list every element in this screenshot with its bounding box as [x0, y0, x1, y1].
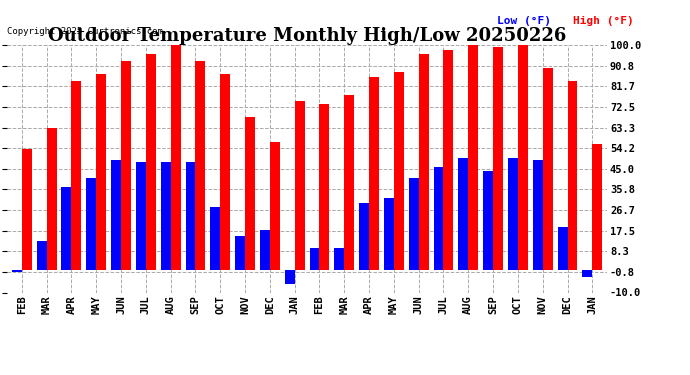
Bar — [37, 241, 47, 270]
Bar — [419, 54, 428, 270]
Bar — [47, 128, 57, 270]
Bar — [71, 81, 81, 270]
Text: High (°F): High (°F) — [573, 16, 633, 26]
Bar — [567, 81, 578, 270]
Bar — [22, 148, 32, 270]
Bar — [235, 236, 245, 270]
Bar — [543, 68, 553, 270]
Bar — [408, 178, 419, 270]
Bar — [319, 104, 329, 270]
Bar — [121, 61, 131, 270]
Text: Low (°F): Low (°F) — [497, 16, 551, 26]
Bar — [245, 117, 255, 270]
Bar — [295, 101, 304, 270]
Title: Outdoor Temperature Monthly High/Low 20250226: Outdoor Temperature Monthly High/Low 202… — [48, 27, 566, 45]
Bar — [592, 144, 602, 270]
Bar — [86, 178, 96, 270]
Bar — [582, 270, 592, 277]
Bar — [533, 160, 543, 270]
Bar — [558, 227, 567, 270]
Text: Copyright 2025 Curtronics.com: Copyright 2025 Curtronics.com — [7, 27, 163, 36]
Bar — [518, 45, 528, 270]
Bar — [483, 171, 493, 270]
Bar — [96, 74, 106, 270]
Bar — [344, 94, 354, 270]
Bar — [433, 166, 444, 270]
Bar — [493, 47, 503, 270]
Bar — [161, 162, 170, 270]
Bar — [270, 142, 279, 270]
Bar — [220, 74, 230, 270]
Bar — [195, 61, 206, 270]
Bar — [369, 76, 379, 270]
Bar — [285, 270, 295, 284]
Bar — [508, 158, 518, 270]
Bar — [186, 162, 195, 270]
Bar — [111, 160, 121, 270]
Bar — [444, 50, 453, 270]
Bar — [136, 162, 146, 270]
Bar — [335, 248, 344, 270]
Bar — [394, 72, 404, 270]
Bar — [170, 45, 181, 270]
Bar — [469, 45, 478, 270]
Bar — [458, 158, 469, 270]
Bar — [12, 270, 22, 272]
Bar — [310, 248, 319, 270]
Bar — [260, 230, 270, 270]
Bar — [210, 207, 220, 270]
Bar — [61, 187, 71, 270]
Bar — [146, 54, 156, 270]
Bar — [359, 202, 369, 270]
Bar — [384, 198, 394, 270]
